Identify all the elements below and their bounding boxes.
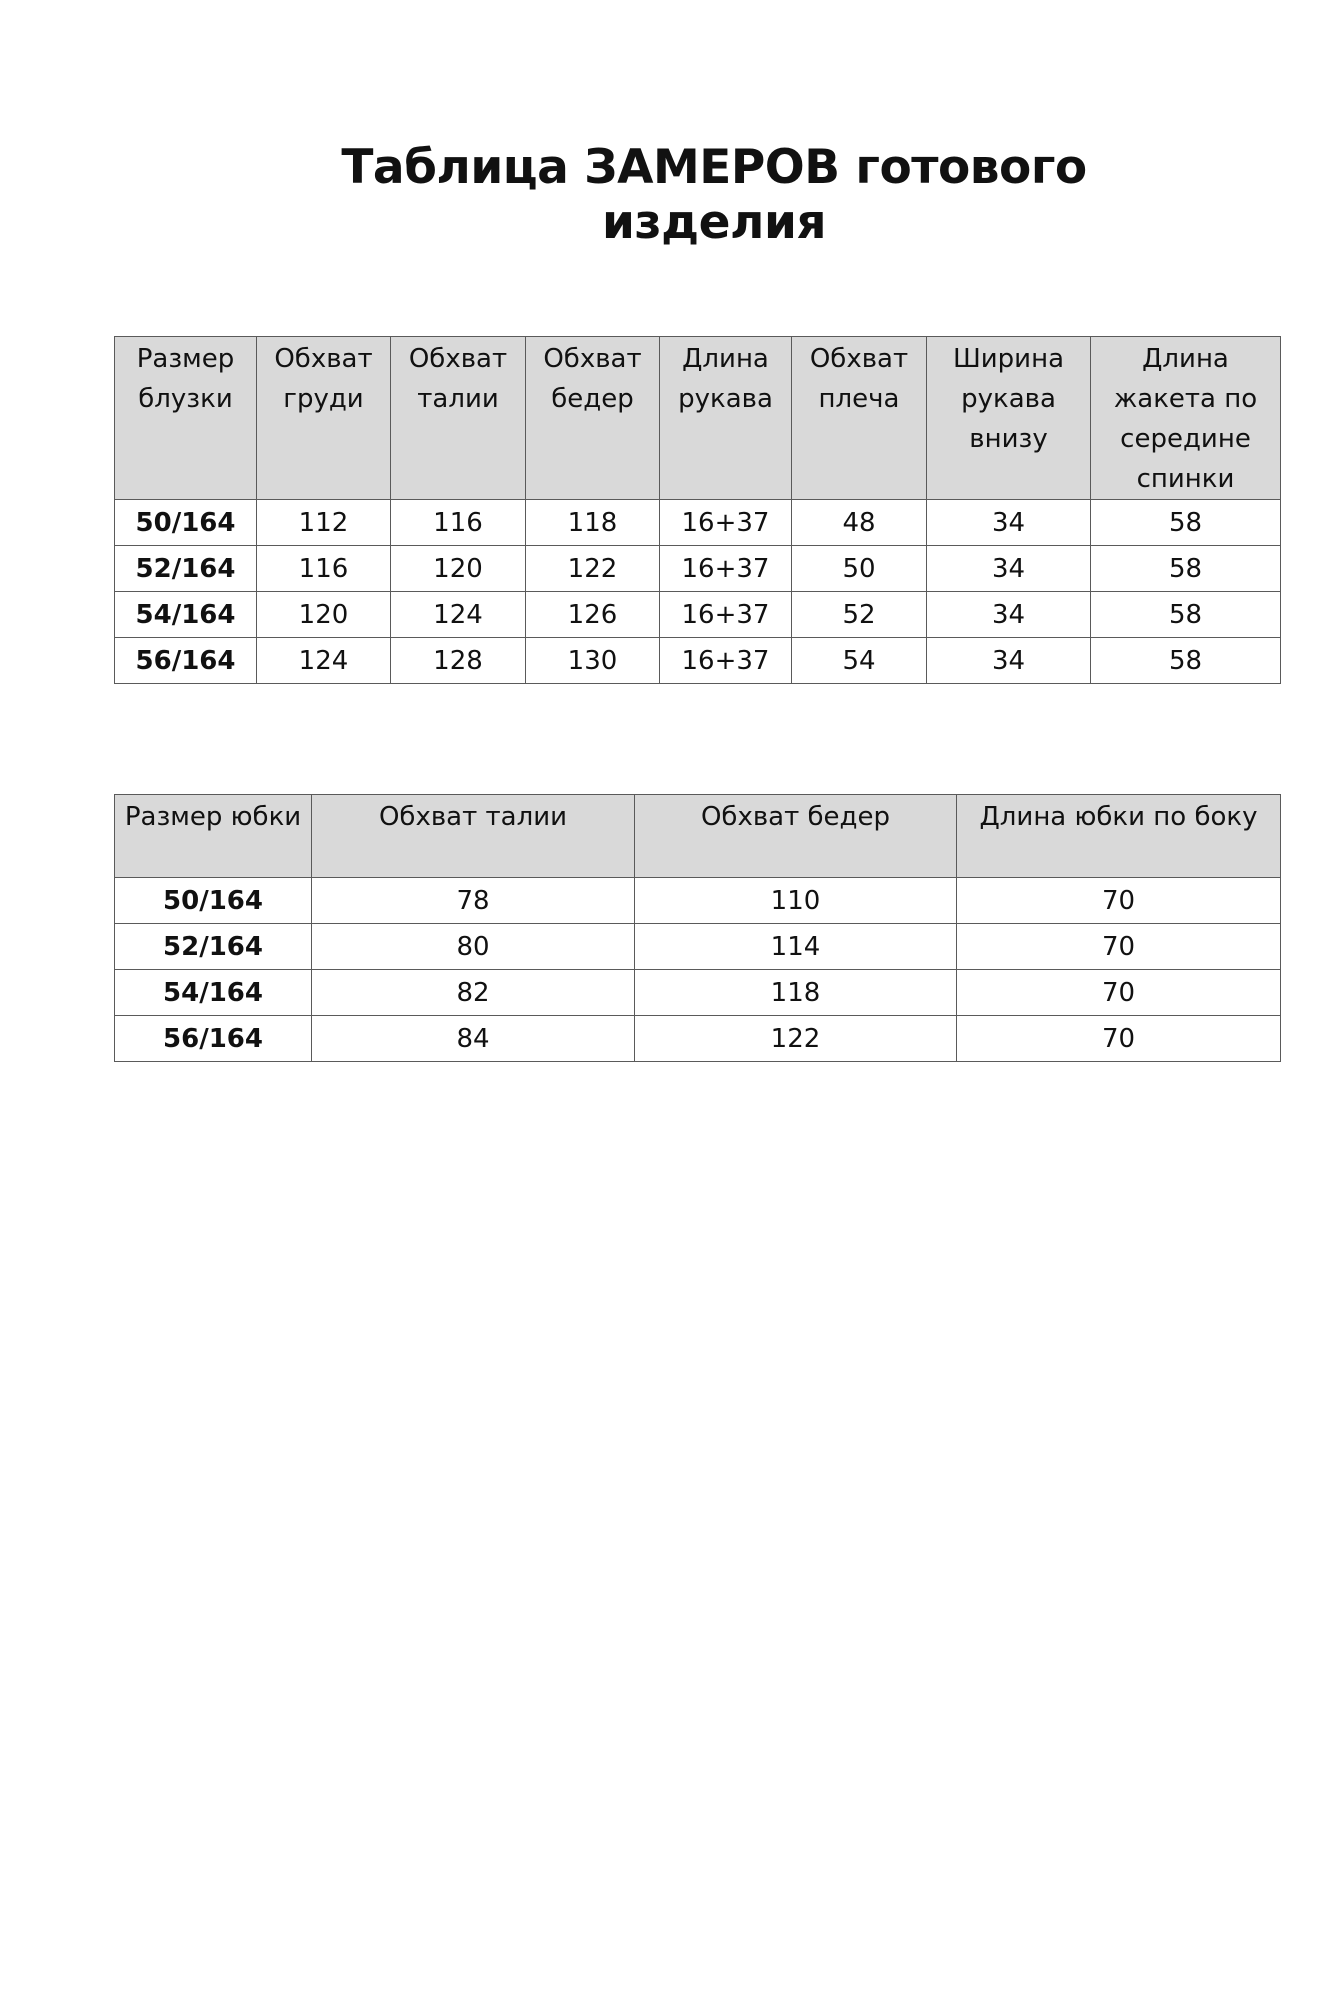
size-cell: 54/164 [114, 969, 312, 1016]
value-cell: 116 [256, 545, 391, 592]
size-cell: 50/164 [114, 499, 257, 546]
value-cell: 124 [390, 591, 526, 638]
value-cell: 16+37 [659, 545, 792, 592]
column-header: Длина юбки по боку [956, 794, 1281, 878]
page-title: Таблица ЗАМЕРОВ готового изделия [341, 140, 1087, 250]
value-cell: 16+37 [659, 591, 792, 638]
value-cell: 70 [956, 877, 1281, 924]
value-cell: 122 [525, 545, 660, 592]
table-row: 56/164 84 122 70 [114, 1015, 1281, 1062]
value-cell: 70 [956, 1015, 1281, 1062]
value-cell: 122 [634, 1015, 957, 1062]
value-cell: 114 [634, 923, 957, 970]
column-header: Размер блузки [114, 336, 257, 500]
skirt-measurements-table: Размер юбки Обхват талии Обхват бедер Длина… [114, 794, 1281, 1062]
value-cell: 34 [926, 545, 1091, 592]
value-cell: 126 [525, 591, 660, 638]
column-header: Длина рукава [659, 336, 792, 500]
column-header: Размер юбки [114, 794, 312, 878]
table-row: 52/164 116 120 122 16+37 50 34 58 [114, 545, 1281, 592]
column-header: Обхват бедер [634, 794, 957, 878]
table-row: 50/164 78 110 70 [114, 877, 1281, 924]
value-cell: 118 [525, 499, 660, 546]
column-header: Ширина рукава внизу [926, 336, 1091, 500]
table-row: 52/164 80 114 70 [114, 923, 1281, 970]
size-cell: 52/164 [114, 545, 257, 592]
value-cell: 48 [791, 499, 927, 546]
value-cell: 70 [956, 969, 1281, 1016]
value-cell: 54 [791, 637, 927, 684]
table-row: 54/164 120 124 126 16+37 52 34 58 [114, 591, 1281, 638]
size-cell: 52/164 [114, 923, 312, 970]
value-cell: 82 [311, 969, 635, 1016]
value-cell: 34 [926, 499, 1091, 546]
column-header: Обхват плеча [791, 336, 927, 500]
value-cell: 128 [390, 637, 526, 684]
table-row: 54/164 82 118 70 [114, 969, 1281, 1016]
value-cell: 58 [1090, 591, 1281, 638]
value-cell: 16+37 [659, 637, 792, 684]
size-cell: 54/164 [114, 591, 257, 638]
value-cell: 70 [956, 923, 1281, 970]
column-header: Длина жакета по середине спинки [1090, 336, 1281, 500]
size-cell: 50/164 [114, 877, 312, 924]
value-cell: 116 [390, 499, 526, 546]
value-cell: 110 [634, 877, 957, 924]
value-cell: 120 [390, 545, 526, 592]
value-cell: 58 [1090, 637, 1281, 684]
value-cell: 34 [926, 637, 1091, 684]
value-cell: 130 [525, 637, 660, 684]
value-cell: 52 [791, 591, 927, 638]
column-header: Обхват груди [256, 336, 391, 500]
blouse-measurements-table: Размер блузки Обхват груди Обхват талии Обх… [114, 336, 1281, 684]
value-cell: 78 [311, 877, 635, 924]
column-header: Обхват талии [311, 794, 635, 878]
size-cell: 56/164 [114, 637, 257, 684]
value-cell: 112 [256, 499, 391, 546]
size-cell: 56/164 [114, 1015, 312, 1062]
value-cell: 34 [926, 591, 1091, 638]
value-cell: 50 [791, 545, 927, 592]
value-cell: 58 [1090, 545, 1281, 592]
value-cell: 120 [256, 591, 391, 638]
column-header: Обхват бедер [525, 336, 660, 500]
value-cell: 58 [1090, 499, 1281, 546]
value-cell: 80 [311, 923, 635, 970]
value-cell: 118 [634, 969, 957, 1016]
value-cell: 124 [256, 637, 391, 684]
table-row: 56/164 124 128 130 16+37 54 34 58 [114, 637, 1281, 684]
value-cell: 84 [311, 1015, 635, 1062]
value-cell: 16+37 [659, 499, 792, 546]
table-row: 50/164 112 116 118 16+37 48 34 58 [114, 499, 1281, 546]
column-header: Обхват талии [390, 336, 526, 500]
